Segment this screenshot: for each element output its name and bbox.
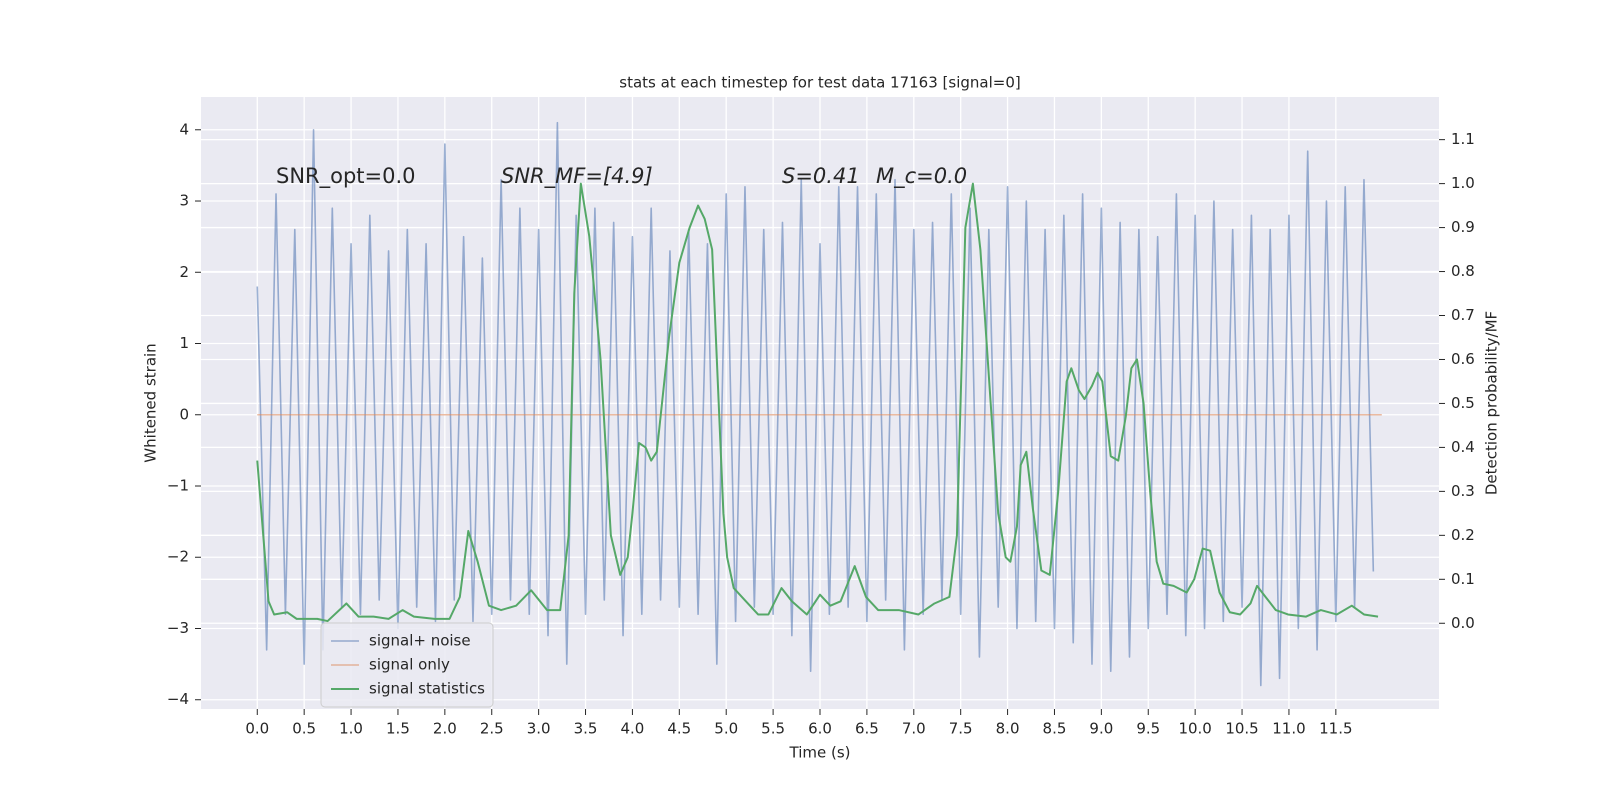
x-tick-label: 1.5 xyxy=(386,720,410,738)
annotation: SNR_MF=[4.9] xyxy=(501,164,653,189)
annotation: M_c=0.0 xyxy=(876,164,967,189)
x-tick-label: 10.5 xyxy=(1225,720,1258,738)
y2-tick-label: 0.0 xyxy=(1451,614,1475,632)
y2-tick-label: 0.4 xyxy=(1451,438,1475,456)
x-tick-label: 9.0 xyxy=(1089,720,1113,738)
y-tick-label: 0 xyxy=(179,405,189,423)
annotation: S=0.41 xyxy=(782,164,860,188)
y-tick-label: 1 xyxy=(179,334,189,352)
y-tick-label: −2 xyxy=(167,548,189,566)
series-line xyxy=(256,182,1379,623)
y2-tick-label: 0.9 xyxy=(1451,218,1475,236)
y2-tick-label: 0.3 xyxy=(1451,482,1475,500)
y2-axis-label: Detection probability/MF xyxy=(1483,311,1501,495)
x-tick-label: 5.0 xyxy=(714,720,738,738)
x-tick-label: 1.0 xyxy=(339,720,363,738)
x-tick-label: 2.0 xyxy=(433,720,457,738)
y-tick-label: −3 xyxy=(167,619,189,637)
y-tick-label: 3 xyxy=(179,192,189,210)
legend-label: signal+ noise xyxy=(369,632,471,650)
y2-tick-label: 0.7 xyxy=(1451,306,1475,324)
y-tick-label: −4 xyxy=(167,690,189,708)
x-tick-label: 9.5 xyxy=(1136,720,1160,738)
x-tick-label: 7.5 xyxy=(949,720,973,738)
x-tick-label: 2.5 xyxy=(480,720,504,738)
y2-tick-label: 1.0 xyxy=(1451,174,1475,192)
y2-tick-label: 0.8 xyxy=(1451,262,1475,280)
x-tick-label: 6.5 xyxy=(855,720,879,738)
y-tick-label: 4 xyxy=(179,120,189,138)
marks xyxy=(256,121,1382,687)
y2-tick-label: 1.1 xyxy=(1451,130,1475,148)
y2-tick-label: 0.2 xyxy=(1451,526,1475,544)
annotation: SNR_opt=0.0 xyxy=(276,164,416,189)
x-tick-label: 4.0 xyxy=(620,720,644,738)
legend-label: signal statistics xyxy=(369,680,485,698)
x-tick-label: 11.0 xyxy=(1272,720,1305,738)
x-tick-label: 8.0 xyxy=(996,720,1020,738)
x-axis-label: Time (s) xyxy=(789,744,851,762)
legend-box xyxy=(320,622,494,708)
x-tick-label: 8.5 xyxy=(1043,720,1067,738)
series-line xyxy=(256,121,1375,687)
y2-tick-label: 0.1 xyxy=(1451,570,1475,588)
x-tick-label: 3.5 xyxy=(574,720,598,738)
x-tick-label: 0.5 xyxy=(292,720,316,738)
x-tick-label: 0.0 xyxy=(245,720,269,738)
y2-tick-label: 0.5 xyxy=(1451,394,1475,412)
x-tick-label: 4.5 xyxy=(667,720,691,738)
x-tick-label: 7.0 xyxy=(902,720,926,738)
legend-label: signal only xyxy=(369,656,450,674)
y-tick-label: 2 xyxy=(179,263,189,281)
x-tick-label: 10.0 xyxy=(1178,720,1211,738)
chart-title: stats at each timestep for test data 171… xyxy=(619,74,1020,92)
x-tick-label: 3.0 xyxy=(527,720,551,738)
x-tick-label: 11.5 xyxy=(1319,720,1352,738)
y2-tick-label: 0.6 xyxy=(1451,350,1475,368)
y-tick-label: −1 xyxy=(167,477,189,495)
x-tick-label: 5.5 xyxy=(761,720,785,738)
y-axis-label: Whitened strain xyxy=(142,343,160,462)
x-tick-label: 6.0 xyxy=(808,720,832,738)
